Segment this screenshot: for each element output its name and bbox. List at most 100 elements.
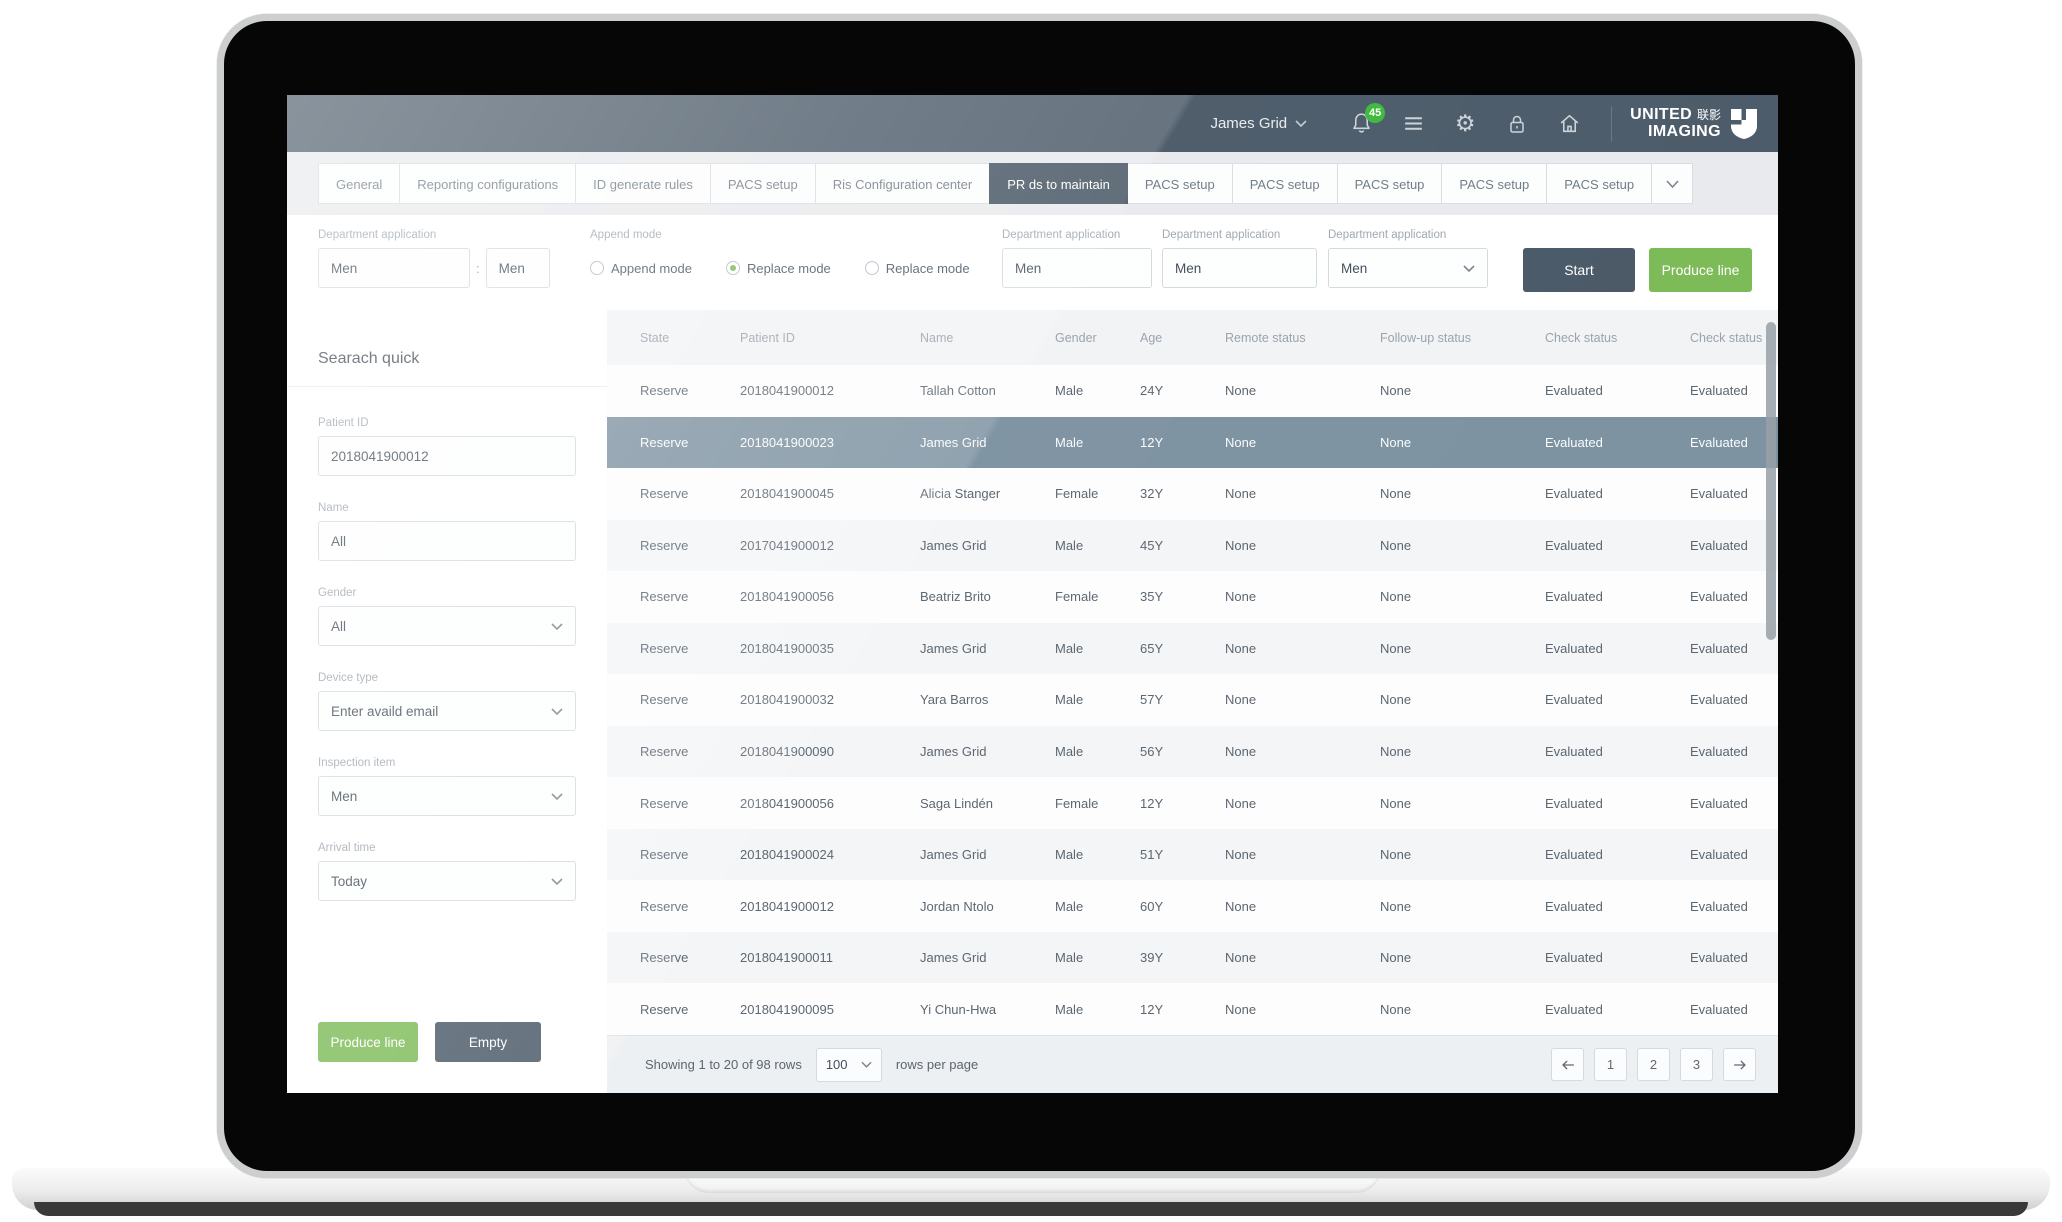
tab-reporting-configurations[interactable]: Reporting configurations	[399, 163, 577, 204]
department-input-3[interactable]: Men	[1162, 248, 1317, 288]
department-to-input[interactable]: Men	[485, 248, 550, 288]
table-row[interactable]: Reserve 2017041900012 James Grid Male 45Y Non…	[607, 519, 1778, 572]
table-row[interactable]: Reserve 2018041900095 Yi Chun-Hwa Male 12Y No…	[607, 983, 1778, 1035]
table-cell: None	[1225, 950, 1257, 966]
tab-pacs-setup[interactable]: PACS setup	[1441, 163, 1548, 204]
table-cell: James Grid	[920, 847, 987, 863]
page-button-1[interactable]: 1	[1594, 1048, 1627, 1081]
menu-button[interactable]	[1400, 111, 1426, 137]
table-cell: 2018041900056	[740, 795, 834, 811]
table-cell: None	[1225, 383, 1257, 399]
table-body: Reserve 2018041900012 Tallah Cotton Male 24Y…	[607, 365, 1778, 1035]
home-button[interactable]	[1556, 111, 1582, 137]
table-cell: Jordan Ntolo	[920, 898, 994, 914]
table-cell: James Grid	[920, 640, 987, 656]
produce-line-button[interactable]: Produce line	[1649, 248, 1752, 292]
tab-id-generate-rules[interactable]: ID generate rules	[575, 163, 711, 204]
table-cell: Evaluated	[1690, 589, 1748, 605]
table-row[interactable]: Reserve 2018041900023 James Grid Male 12Y Non…	[607, 416, 1778, 469]
table-row[interactable]: Reserve 2018041900056 Saga Lindén Female 12Y…	[607, 777, 1778, 829]
table-cell: Evaluated	[1690, 640, 1748, 656]
tab-pr-ds-to-maintain[interactable]: PR ds to maintain	[989, 163, 1128, 204]
table-cell: None	[1225, 743, 1257, 759]
topbar-divider	[1611, 105, 1613, 142]
gender-select[interactable]: All	[318, 606, 576, 646]
tab-pacs-setup[interactable]: PACS setup	[1231, 163, 1338, 204]
table-cell: Reserve	[640, 847, 689, 863]
page-button-3[interactable]: 3	[1680, 1048, 1713, 1081]
page-size-select[interactable]: 100	[815, 1047, 882, 1082]
field-device-type: Device type Enter availd email	[318, 672, 576, 731]
table-cell: Reserve	[640, 898, 689, 914]
table-cell: Alicia Stanger	[920, 486, 1001, 502]
inspection-item-select[interactable]: Men	[318, 776, 576, 816]
table-row[interactable]: Reserve 2018041900024 James Grid Male 51Y Non…	[607, 828, 1778, 881]
table-cell: Reserve	[640, 640, 689, 656]
hamburger-menu-icon	[1404, 117, 1422, 130]
department-input-2[interactable]: Men	[1002, 248, 1152, 288]
scrollbar-thumb[interactable]	[1766, 322, 1776, 640]
tab-general[interactable]: General	[318, 163, 401, 204]
showing-summary: Showing 1 to 20 of 98 rows	[645, 1057, 802, 1072]
tab-pacs-setup[interactable]: PACS setup	[1546, 163, 1653, 204]
table-row[interactable]: Reserve 2018041900012 Jordan Ntolo Male 60Y N…	[607, 880, 1778, 932]
sidebar-empty-button[interactable]: Empty	[435, 1022, 541, 1062]
notifications-button[interactable]: 45	[1348, 102, 1386, 137]
table-cell: Evaluated	[1545, 1001, 1603, 1017]
bell-icon	[1352, 113, 1370, 133]
device-type-select[interactable]: Enter availd email	[318, 691, 576, 731]
next-page-button[interactable]	[1723, 1048, 1756, 1081]
table-cell: Male	[1055, 847, 1084, 863]
table-row[interactable]: Reserve 2018041900056 Beatriz Brito Female 3…	[607, 571, 1778, 623]
table-row[interactable]: Reserve 2018041900045 Alicia Stanger Female…	[607, 468, 1778, 520]
table-cell: None	[1380, 1001, 1412, 1017]
name-input[interactable]: All	[318, 521, 576, 561]
table-cell: 2018041900045	[740, 486, 834, 502]
table-row[interactable]: Reserve 2018041900011 James Grid Male 39Y Non…	[607, 931, 1778, 984]
chevron-down-icon	[861, 1061, 872, 1068]
table-row[interactable]: Reserve 2018041900012 Tallah Cotton Male 24Y…	[607, 365, 1778, 417]
table-cell: Female	[1055, 589, 1099, 605]
table-cell: Saga Lindén	[920, 795, 994, 811]
arrival-time-select[interactable]: Today	[318, 861, 576, 901]
patient-id-input[interactable]: 2018041900012	[318, 436, 576, 476]
append-mode-label: Append mode	[590, 229, 662, 241]
tab-pacs-setup[interactable]: PACS setup	[709, 163, 816, 204]
table-cell: Evaluated	[1690, 692, 1748, 708]
user-name: James Grid	[1210, 115, 1288, 132]
start-button[interactable]: Start	[1523, 248, 1635, 292]
radio-append-mode-0[interactable]: Append mode	[590, 261, 692, 276]
user-menu[interactable]: James Grid	[1210, 115, 1307, 132]
field-arrival-time: Arrival time Today	[318, 842, 576, 901]
settings-button[interactable]: ⚙	[1452, 111, 1478, 137]
field-label: Name	[318, 502, 349, 514]
radio-replace-mode-2[interactable]: Replace mode	[864, 261, 970, 276]
tab-pacs-setup[interactable]: PACS setup	[1126, 163, 1233, 204]
table-cell: 2018041900023	[740, 434, 834, 450]
notification-badge: 45	[1365, 102, 1386, 123]
department-select-4[interactable]: Men	[1328, 248, 1488, 288]
prev-page-button[interactable]	[1551, 1048, 1584, 1081]
table-row[interactable]: Reserve 2018041900035 James Grid Male 65Y Non…	[607, 622, 1778, 675]
tab-ris-configuration-center[interactable]: Ris Configuration center	[814, 163, 991, 204]
tab-pacs-setup[interactable]: PACS setup	[1336, 163, 1443, 204]
page-button-2[interactable]: 2	[1637, 1048, 1670, 1081]
radio-replace-mode-1[interactable]: Replace mode	[725, 261, 831, 276]
table-cell: Evaluated	[1690, 434, 1748, 450]
sidebar-produce-line-button[interactable]: Produce line	[318, 1022, 418, 1062]
lock-button[interactable]	[1504, 111, 1530, 137]
field-label: Gender	[318, 587, 357, 599]
tab-overflow[interactable]	[1651, 163, 1694, 204]
table-cell: None	[1225, 847, 1257, 863]
table-row[interactable]: Reserve 2018041900032 Yara Barros Male 57Y No…	[607, 674, 1778, 726]
arrow-left-icon	[1561, 1059, 1574, 1070]
field-gender: Gender All	[318, 587, 576, 646]
table-cell: Evaluated	[1690, 1001, 1748, 1017]
department-from-input[interactable]: Men	[318, 248, 470, 288]
brand-logo: UNITED 联影 IMAGING	[1630, 107, 1758, 140]
table-cell: None	[1380, 383, 1412, 399]
table-cell: Male	[1055, 950, 1084, 966]
table-row[interactable]: Reserve 2018041900090 James Grid Male 56Y Non…	[607, 725, 1778, 778]
